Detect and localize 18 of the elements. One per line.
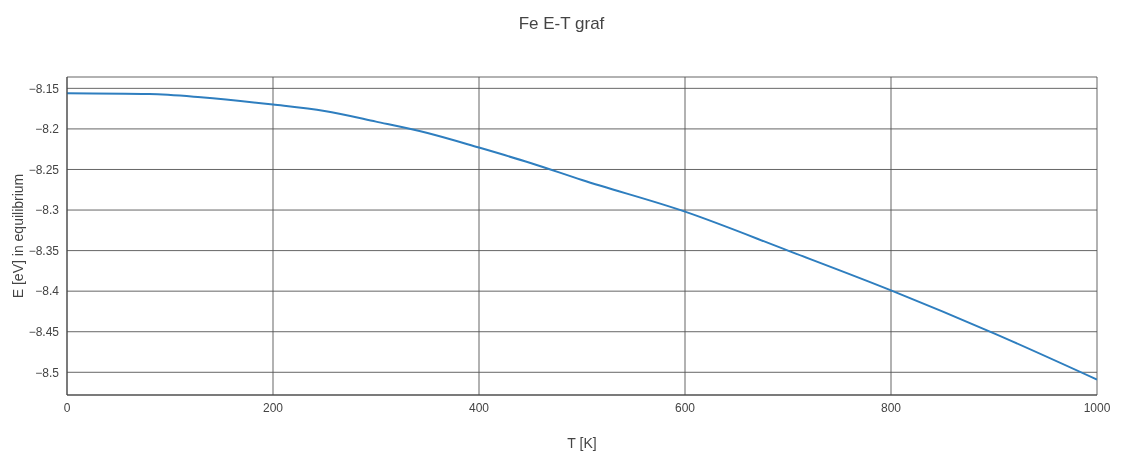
x-tick-label: 200 — [262, 400, 284, 415]
chart-title: Fe E-T graf — [517, 14, 606, 34]
y-tick-label: −8.4 — [35, 284, 60, 299]
y-tick-label: −8.2 — [35, 122, 60, 137]
y-tick-label: −8.45 — [28, 324, 60, 339]
y-tick-label: −8.15 — [28, 81, 60, 96]
y-tick-label: −8.3 — [35, 203, 60, 218]
x-tick-label: 400 — [468, 400, 490, 415]
y-tick-label: −8.35 — [28, 243, 60, 258]
y-tick-label: −8.25 — [28, 162, 60, 177]
x-axis-title: T [K] — [567, 435, 597, 451]
y-tick-label: −8.5 — [35, 365, 60, 380]
x-tick-label: 600 — [674, 400, 696, 415]
x-tick-label: 800 — [880, 400, 902, 415]
y-axis-title: E [eV] in equilibrium — [9, 173, 26, 299]
x-tick-label: 0 — [63, 400, 71, 415]
x-tick-label: 1000 — [1083, 400, 1111, 415]
line-series — [67, 92, 1097, 381]
